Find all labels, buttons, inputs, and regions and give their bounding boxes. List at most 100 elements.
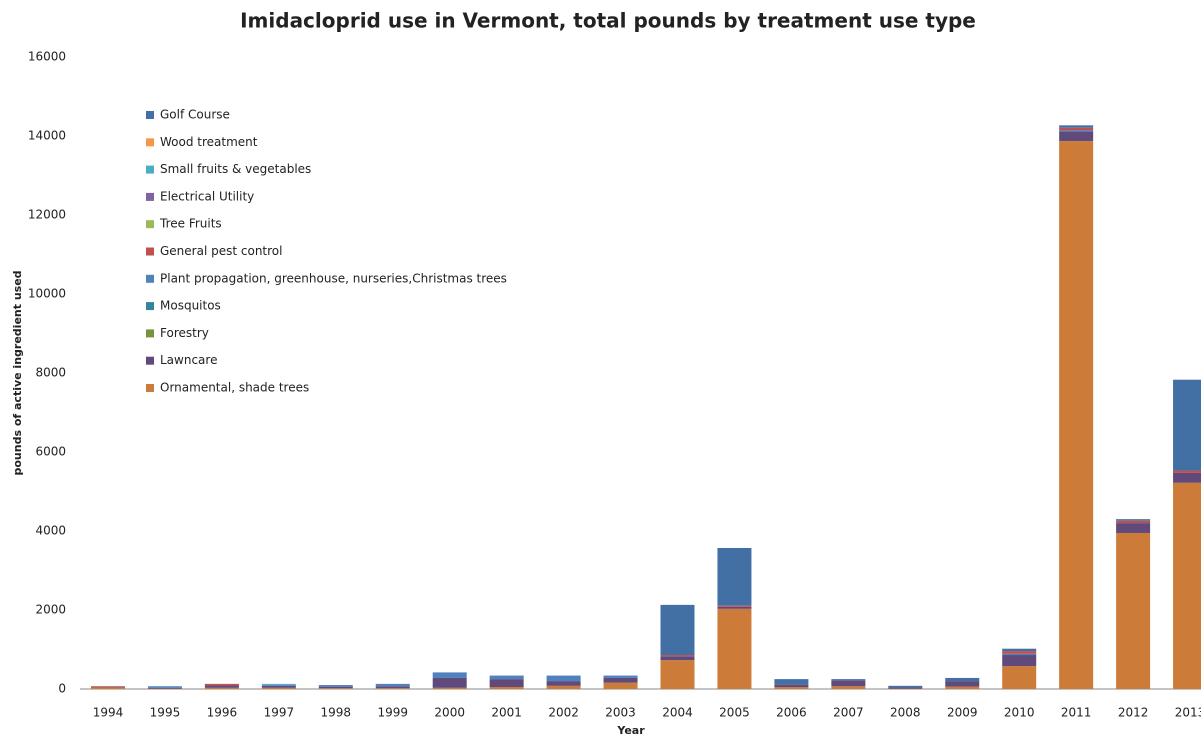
y-tick-label: 2000 <box>35 603 66 617</box>
bar-segment <box>1059 130 1094 132</box>
bar-segment <box>1116 523 1151 533</box>
bar-segment <box>660 655 695 657</box>
bar-segment <box>375 683 410 687</box>
bar-segment <box>318 685 353 687</box>
bar-segment <box>432 677 467 688</box>
bar-segment <box>603 675 638 678</box>
legend-label: Ornamental, shade trees <box>160 381 309 395</box>
y-tick-label: 4000 <box>35 524 66 538</box>
legend-swatch <box>146 247 154 256</box>
bar-segment <box>945 681 980 687</box>
bar-segment <box>717 605 752 607</box>
x-tick-label: 1995 <box>150 706 181 720</box>
bar-segment <box>318 686 353 689</box>
bar-segment <box>774 684 809 688</box>
legend-label: Tree Fruits <box>159 217 222 231</box>
bar-segment <box>91 687 125 689</box>
x-tick-label: 2002 <box>548 706 579 720</box>
bar-segment <box>204 683 239 686</box>
bar-segment <box>717 547 752 606</box>
x-tick-label: 1996 <box>207 706 238 720</box>
x-tick-label: 2004 <box>662 706 693 720</box>
y-tick-label: 14000 <box>28 129 66 143</box>
bar-segment <box>546 675 581 682</box>
legend-swatch <box>146 302 154 311</box>
legend-label: Lawncare <box>160 353 217 367</box>
bar-segment <box>1002 648 1037 652</box>
x-tick-label: 1998 <box>321 706 352 720</box>
bar-segment <box>1173 379 1201 471</box>
legend-label: Forestry <box>160 326 209 340</box>
bar-segment <box>1173 482 1201 689</box>
bar-segment <box>831 686 866 689</box>
bar-segment <box>261 683 296 685</box>
x-tick-label: 2008 <box>890 706 921 720</box>
bar-segment <box>204 687 239 689</box>
legend-swatch <box>146 192 154 201</box>
x-tick-label: 2011 <box>1061 706 1092 720</box>
bar-segment <box>1059 131 1094 142</box>
legend-label: Small fruits & vegetables <box>160 162 311 176</box>
bar-segment <box>147 687 182 689</box>
bar-segment <box>432 672 467 678</box>
bar-segment <box>660 604 695 656</box>
bar-segment <box>660 660 695 689</box>
x-tick-label: 2000 <box>434 706 465 720</box>
x-tick-label: 1997 <box>264 706 295 720</box>
bar-segment <box>204 685 239 688</box>
bar-segment <box>261 684 296 686</box>
bar-segment <box>1059 141 1094 689</box>
bar-segment <box>1059 125 1094 128</box>
x-tick-label: 2006 <box>776 706 807 720</box>
x-tick-label: 2003 <box>605 706 636 720</box>
bar-segment <box>546 685 581 689</box>
bar-segment <box>774 679 809 685</box>
y-tick-label: 6000 <box>35 445 66 459</box>
bar-segment <box>1002 653 1037 656</box>
x-tick-label: 2009 <box>947 706 978 720</box>
bar-segment <box>91 686 125 688</box>
y-tick-label: 12000 <box>28 208 66 222</box>
legend-label: Wood treatment <box>160 135 258 149</box>
bar-segment <box>489 679 524 688</box>
bar-segment <box>489 675 524 680</box>
legend-swatch <box>146 274 154 283</box>
x-tick-label: 2005 <box>719 706 750 720</box>
bar-segment <box>1002 666 1037 689</box>
legend-label: Plant propagation, greenhouse, nurseries… <box>160 271 507 285</box>
bar-segment <box>774 687 809 689</box>
bar-segment <box>831 680 866 687</box>
bar-segment <box>717 608 752 689</box>
y-tick-label: 10000 <box>28 287 66 301</box>
bar-segment <box>1116 532 1151 689</box>
bar-segment <box>546 681 581 686</box>
bar-segment <box>1173 470 1201 473</box>
x-tick-label: 1999 <box>377 706 408 720</box>
legend-swatch <box>146 329 154 338</box>
bar-segment <box>261 687 296 689</box>
legend-label: General pest control <box>160 244 282 258</box>
y-tick-label: 8000 <box>35 366 66 380</box>
bar-segment <box>888 687 923 689</box>
bar-segment <box>489 687 524 689</box>
bar-segment <box>945 686 980 689</box>
legend-swatch <box>146 165 154 174</box>
x-tick-label: 2001 <box>491 706 522 720</box>
bar-segment <box>660 656 695 661</box>
x-tick-label: 2013 <box>1175 706 1201 720</box>
legend-swatch <box>146 111 154 119</box>
bar-segment <box>603 682 638 689</box>
x-tick-label: 2012 <box>1118 706 1149 720</box>
bar-segment <box>1002 651 1037 654</box>
legend-label: Mosquitos <box>160 299 221 313</box>
bar-segment <box>318 688 353 689</box>
bar-segment <box>261 685 296 688</box>
bar-segment <box>1059 127 1094 131</box>
bar-segment <box>1116 520 1151 524</box>
x-axis-title: Year <box>616 724 645 737</box>
legend-swatch <box>146 356 154 365</box>
x-tick-label: 2010 <box>1004 706 1035 720</box>
legend-label: Golf Course <box>160 108 230 122</box>
x-tick-label: 1994 <box>93 706 124 720</box>
